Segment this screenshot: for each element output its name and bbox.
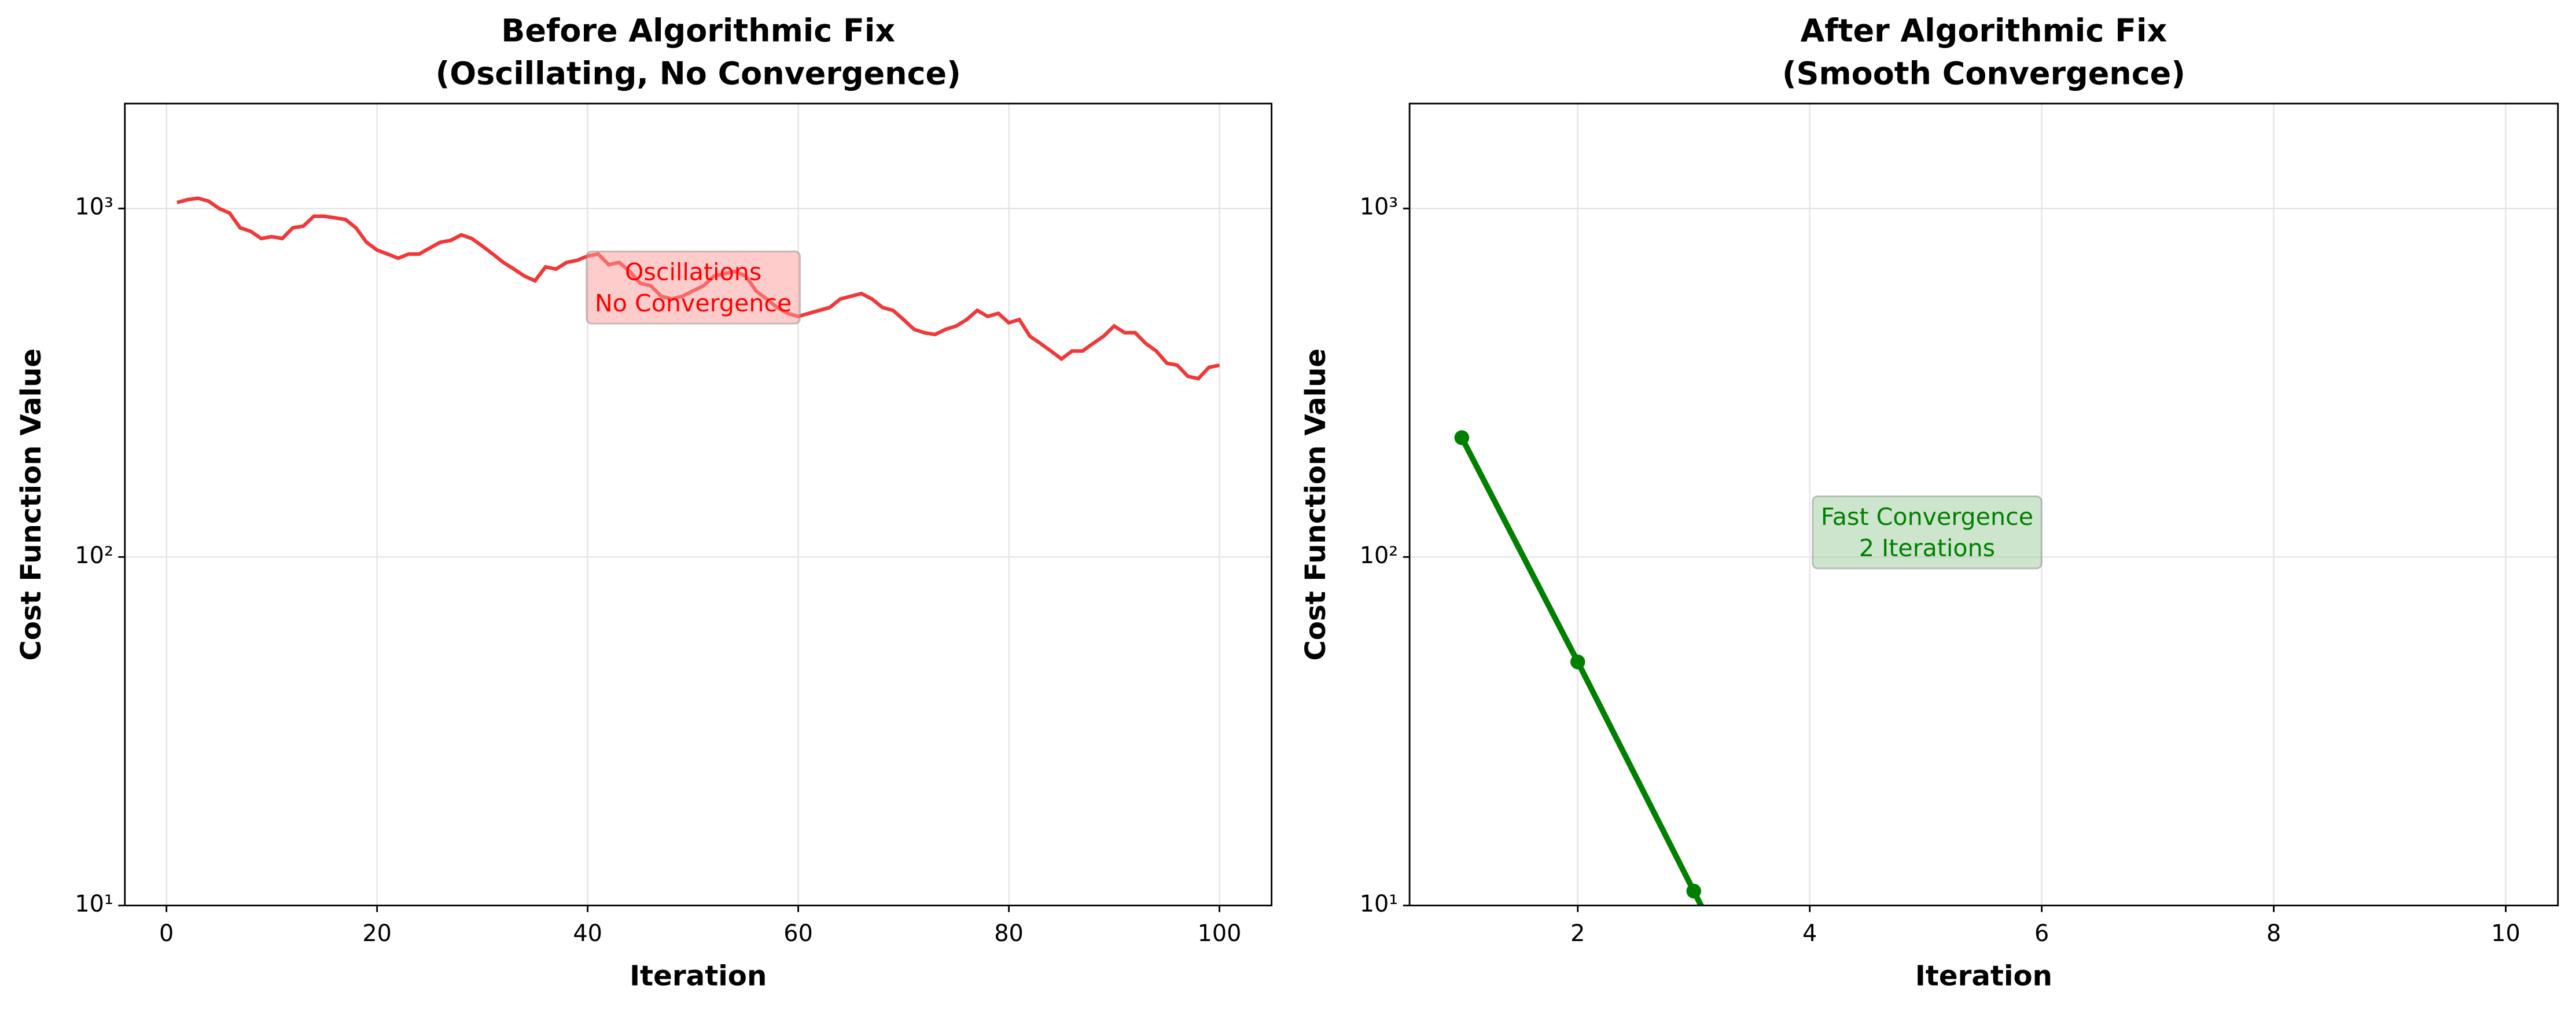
chart-panel: 2 4 6 8 10 10¹ 10² 10³ Fast Convergence 2 Iterati… bbox=[1300, 13, 2559, 992]
y-tick-label: 10² bbox=[75, 542, 113, 569]
axes-frame bbox=[124, 102, 1273, 906]
chart-title: (Oscillating, No Convergence) bbox=[436, 55, 961, 91]
annotation: Oscillations No Convergence bbox=[586, 251, 801, 325]
x-axis-label: Iteration bbox=[630, 960, 767, 992]
annotation-text: No Convergence bbox=[595, 289, 792, 317]
annotation-text: Fast Convergence bbox=[1821, 503, 2033, 531]
x-tick-label: 8 bbox=[2266, 920, 2281, 947]
x-tick-label: 10 bbox=[2491, 920, 2520, 947]
data-point bbox=[1686, 883, 1702, 899]
x-tick-label: 2 bbox=[1570, 920, 1585, 947]
chart-title: After Algorithmic Fix bbox=[1801, 13, 2167, 49]
x-tick-label: 100 bbox=[1198, 920, 1242, 947]
x-tick-label: 20 bbox=[362, 920, 392, 947]
y-axis-label: Cost Function Value bbox=[15, 348, 47, 661]
y-tick-label: 10³ bbox=[75, 194, 113, 221]
x-tick-label: 4 bbox=[1802, 920, 1817, 947]
axes-frame bbox=[1408, 102, 2559, 906]
data-point bbox=[1570, 654, 1585, 670]
x-tick-label: 6 bbox=[2034, 920, 2049, 947]
data-line bbox=[1459, 436, 1705, 906]
chart-panel: 0 20 40 60 80 100 10¹ 10² 10³ Oscillations No Conv… bbox=[15, 13, 1273, 992]
y-tick-label: 10² bbox=[1360, 542, 1399, 569]
x-axis-label: Iteration bbox=[1915, 960, 2052, 992]
y-axis-label: Cost Function Value bbox=[1300, 348, 1332, 661]
y-tick-label: 10³ bbox=[1360, 194, 1399, 221]
annotation-text: 2 Iterations bbox=[1859, 534, 1995, 562]
annotation-text: Oscillations bbox=[625, 258, 761, 286]
annotation-box bbox=[1812, 495, 2043, 570]
y-tick-label: 10¹ bbox=[1360, 891, 1399, 917]
x-tick-label: 80 bbox=[994, 920, 1024, 947]
x-tick-label: 40 bbox=[573, 920, 602, 947]
annotation: Fast Convergence 2 Iterations bbox=[1812, 495, 2043, 570]
x-tick-label: 60 bbox=[783, 920, 813, 947]
chart-title: Before Algorithmic Fix bbox=[501, 13, 895, 49]
x-tick-label: 0 bbox=[159, 920, 174, 947]
chart-title: (Smooth Convergence) bbox=[1782, 55, 2185, 91]
annotation-box bbox=[586, 251, 801, 325]
y-tick-label: 10¹ bbox=[75, 891, 113, 917]
data-point bbox=[1454, 430, 1470, 445]
